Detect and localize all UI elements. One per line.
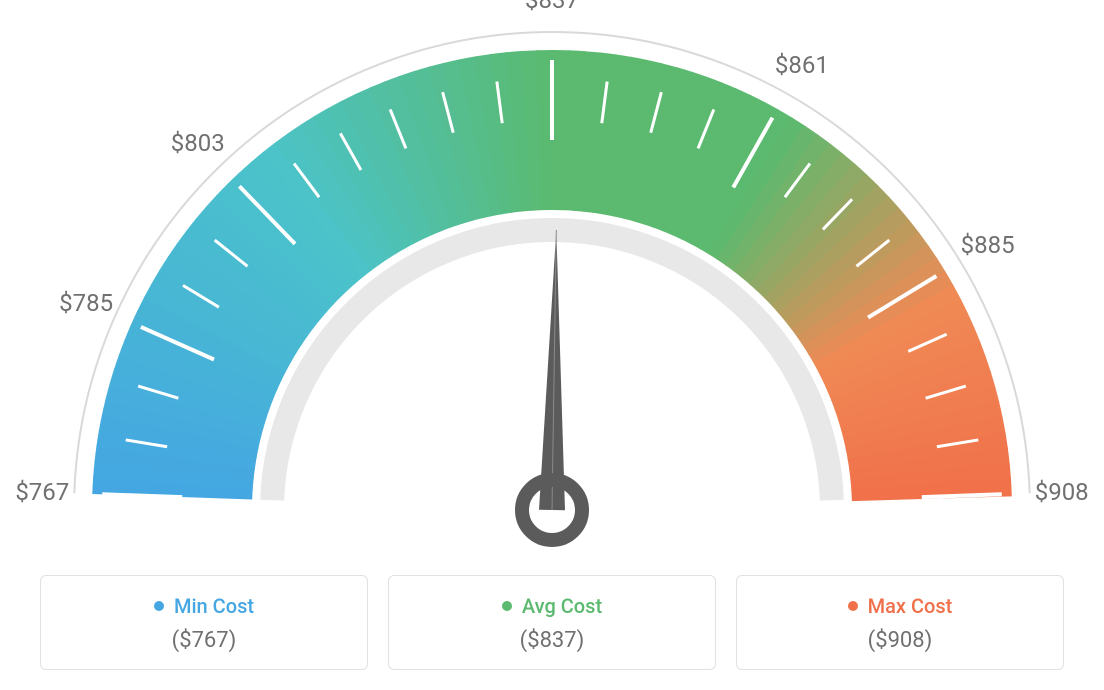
- gauge-tick-label: $837: [525, 0, 579, 14]
- legend-min-value: ($767): [51, 628, 357, 653]
- legend-max-top: Max Cost: [747, 594, 1053, 618]
- legend-avg: Avg Cost ($837): [388, 575, 716, 670]
- legend-row: Min Cost ($767) Avg Cost ($837) Max Cost…: [40, 575, 1064, 670]
- legend-max-label: Max Cost: [868, 594, 953, 618]
- legend-min-label: Min Cost: [174, 594, 254, 618]
- dot-icon: [502, 601, 512, 611]
- dot-icon: [848, 601, 858, 611]
- gauge-tick-label: $767: [15, 478, 69, 506]
- gauge-svg: [0, 0, 1104, 560]
- dot-icon: [154, 601, 164, 611]
- gauge-tick-label: $908: [1035, 478, 1089, 506]
- legend-min: Min Cost ($767): [40, 575, 368, 670]
- legend-avg-label: Avg Cost: [522, 594, 602, 618]
- gauge-tick-label: $861: [775, 51, 829, 79]
- legend-max-value: ($908): [747, 628, 1053, 653]
- gauge-tick-label: $785: [59, 289, 113, 317]
- legend-avg-value: ($837): [399, 628, 705, 653]
- gauge-tick-label: $803: [171, 129, 225, 157]
- legend-min-top: Min Cost: [51, 594, 357, 618]
- legend-avg-top: Avg Cost: [399, 594, 705, 618]
- gauge-chart: $767 $785 $803 $837 $861 $885 $908: [0, 0, 1104, 560]
- legend-max: Max Cost ($908): [736, 575, 1064, 670]
- gauge-tick-label: $885: [961, 231, 1015, 259]
